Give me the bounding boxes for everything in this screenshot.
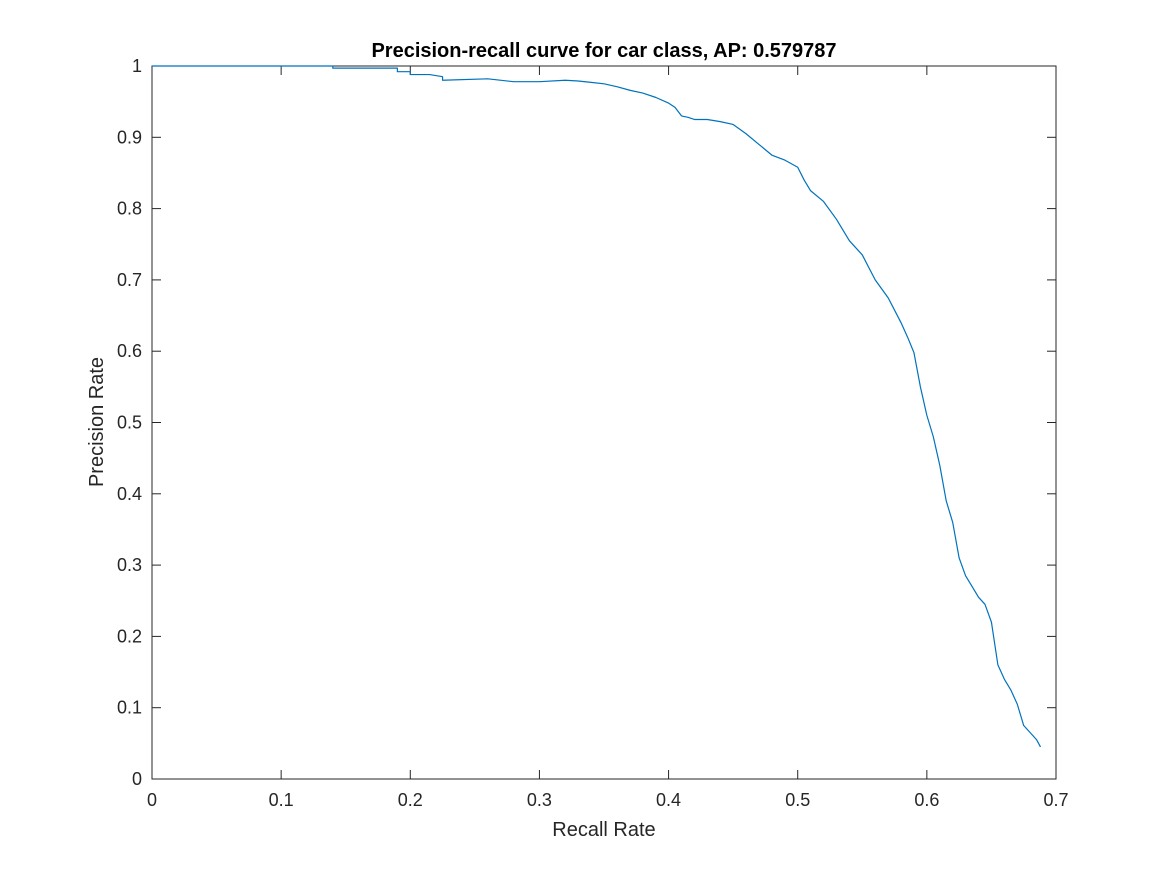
x-axis-label: Recall Rate bbox=[552, 819, 655, 841]
x-tick-label: 0.7 bbox=[1043, 790, 1068, 810]
x-tick-label: 0 bbox=[147, 790, 157, 810]
y-tick-label: 0.4 bbox=[117, 484, 142, 504]
y-tick-label: 0.2 bbox=[117, 626, 142, 646]
chart-title: Precision-recall curve for car class, AP… bbox=[371, 40, 836, 62]
y-tick-label: 0.7 bbox=[117, 270, 142, 290]
axes bbox=[151, 65, 1057, 780]
pr-curve-line bbox=[152, 65, 1042, 748]
x-tick-label: 0.5 bbox=[785, 790, 810, 810]
y-tick-label: 0 bbox=[132, 769, 142, 789]
x-axis-ticks: 0 0.1 0.2 0.3 0.4 0.5 0.6 0.7 bbox=[147, 66, 1069, 810]
x-tick-label: 0.1 bbox=[269, 790, 294, 810]
plot-area bbox=[152, 65, 1042, 748]
axes-box bbox=[151, 65, 1057, 780]
y-tick-label: 1 bbox=[132, 56, 142, 76]
x-tick-label: 0.6 bbox=[914, 790, 939, 810]
y-axis-ticks: 0 0.1 0.2 0.3 0.4 0.5 0.6 0.7 0.8 0.9 1 bbox=[117, 56, 1056, 789]
y-tick-label: 0.1 bbox=[117, 698, 142, 718]
y-tick-label: 0.3 bbox=[117, 555, 142, 575]
x-tick-label: 0.3 bbox=[527, 790, 552, 810]
y-tick-label: 0.6 bbox=[117, 341, 142, 361]
y-tick-label: 0.8 bbox=[117, 199, 142, 219]
x-tick-label: 0.2 bbox=[398, 790, 423, 810]
x-tick-label: 0.4 bbox=[656, 790, 681, 810]
y-tick-label: 0.5 bbox=[117, 413, 142, 433]
y-tick-label: 0.9 bbox=[117, 127, 142, 147]
y-axis-label: Precision Rate bbox=[86, 357, 108, 487]
